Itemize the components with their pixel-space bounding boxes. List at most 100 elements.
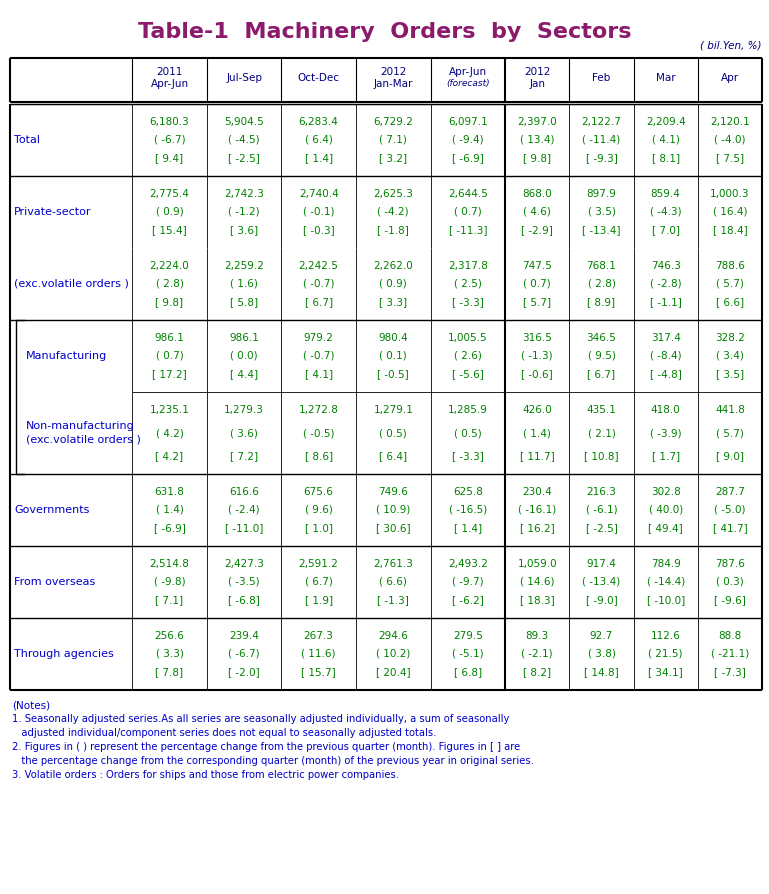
Text: 88.8: 88.8 — [718, 631, 741, 641]
Text: [ 1.4]: [ 1.4] — [305, 153, 333, 163]
Text: ( -0.7): ( -0.7) — [303, 351, 335, 361]
Text: ( 2.8): ( 2.8) — [588, 279, 615, 289]
Text: Feb: Feb — [592, 73, 611, 83]
Text: ( 0.3): ( 0.3) — [716, 577, 744, 587]
Text: ( -5.0): ( -5.0) — [714, 505, 746, 515]
Text: ( 3.4): ( 3.4) — [716, 351, 744, 361]
Text: ( 1.4): ( 1.4) — [155, 505, 184, 515]
Text: 2,120.1: 2,120.1 — [710, 117, 750, 127]
Text: Total: Total — [14, 135, 40, 145]
Text: ( 3.5): ( 3.5) — [588, 207, 615, 217]
Text: [ -1.8]: [ -1.8] — [378, 225, 409, 235]
Text: [ -9.3]: [ -9.3] — [585, 153, 618, 163]
Text: [ 10.8]: [ 10.8] — [584, 451, 619, 461]
Text: 675.6: 675.6 — [304, 487, 334, 497]
Text: [ -6.8]: [ -6.8] — [228, 595, 260, 605]
Text: ( 21.5): ( 21.5) — [648, 649, 683, 659]
Text: ( 9.5): ( 9.5) — [588, 351, 615, 361]
Text: 917.4: 917.4 — [587, 559, 617, 569]
Text: ( 0.7): ( 0.7) — [454, 207, 481, 217]
Text: ( -16.5): ( -16.5) — [448, 505, 487, 515]
Text: ( 1.6): ( 1.6) — [230, 279, 258, 289]
Text: 2,644.5: 2,644.5 — [448, 189, 488, 199]
Text: 747.5: 747.5 — [522, 261, 552, 271]
Text: (exc.volatile orders ): (exc.volatile orders ) — [14, 279, 129, 289]
Text: 2012: 2012 — [524, 67, 551, 77]
Text: ( -6.7): ( -6.7) — [154, 135, 185, 145]
Text: ( 3.3): ( 3.3) — [155, 649, 184, 659]
Text: ( -9.4): ( -9.4) — [452, 135, 484, 145]
Text: [ 14.8]: [ 14.8] — [584, 667, 619, 677]
Text: [ -2.9]: [ -2.9] — [521, 225, 553, 235]
Text: [ 34.1]: [ 34.1] — [648, 667, 683, 677]
Text: 216.3: 216.3 — [587, 487, 617, 497]
Text: 267.3: 267.3 — [304, 631, 334, 641]
Text: [ 4.2]: [ 4.2] — [155, 451, 184, 461]
Text: ( 14.6): ( 14.6) — [520, 577, 554, 587]
Text: 788.6: 788.6 — [715, 261, 745, 271]
Text: Apr-Jun: Apr-Jun — [151, 79, 188, 89]
Text: ( bil.Yen, %): ( bil.Yen, %) — [701, 41, 762, 51]
Text: [ 7.2]: [ 7.2] — [230, 451, 258, 461]
Text: 328.2: 328.2 — [715, 333, 745, 343]
Text: Jul-Sep: Jul-Sep — [226, 73, 262, 83]
Text: [ -1.1]: [ -1.1] — [650, 297, 681, 307]
Text: [ 8.9]: [ 8.9] — [588, 297, 615, 307]
Text: [ 11.7]: [ 11.7] — [520, 451, 554, 461]
Text: ( 0.1): ( 0.1) — [379, 351, 407, 361]
Text: 2,397.0: 2,397.0 — [518, 117, 557, 127]
Text: 316.5: 316.5 — [522, 333, 552, 343]
Text: [ 15.7]: [ 15.7] — [301, 667, 336, 677]
Text: ( -0.1): ( -0.1) — [303, 207, 335, 217]
Text: [ 5.8]: [ 5.8] — [230, 297, 258, 307]
Text: [ -2.5]: [ -2.5] — [585, 523, 618, 533]
Text: [ 7.5]: [ 7.5] — [716, 153, 744, 163]
Text: Non-manufacturing: Non-manufacturing — [26, 421, 135, 431]
Text: [ 7.0]: [ 7.0] — [651, 225, 680, 235]
Text: [ -9.0]: [ -9.0] — [585, 595, 618, 605]
Text: 1,059.0: 1,059.0 — [518, 559, 557, 569]
Text: 897.9: 897.9 — [587, 189, 617, 199]
Text: [ 6.4]: [ 6.4] — [379, 451, 408, 461]
Text: [ 3.3]: [ 3.3] — [379, 297, 408, 307]
Text: ( 10.2): ( 10.2) — [376, 649, 411, 659]
Text: ( -21.1): ( -21.1) — [711, 649, 749, 659]
Text: [ 8.2]: [ 8.2] — [523, 667, 551, 677]
Text: ( -1.3): ( -1.3) — [521, 351, 553, 361]
Text: 294.6: 294.6 — [378, 631, 408, 641]
Text: ( 2.5): ( 2.5) — [454, 279, 481, 289]
Text: ( -4.0): ( -4.0) — [714, 135, 746, 145]
Text: 2,209.4: 2,209.4 — [646, 117, 685, 127]
Text: 2,259.2: 2,259.2 — [224, 261, 264, 271]
Text: adjusted individual/component series does not equal to seasonally adjusted total: adjusted individual/component series doe… — [12, 728, 436, 738]
Text: 6,729.2: 6,729.2 — [373, 117, 413, 127]
Text: [ 6.8]: [ 6.8] — [454, 667, 482, 677]
Text: ( -4.5): ( -4.5) — [228, 135, 260, 145]
Text: [ 41.7]: [ 41.7] — [713, 523, 747, 533]
Text: [ 16.2]: [ 16.2] — [520, 523, 554, 533]
Text: ( 6.6): ( 6.6) — [379, 577, 408, 587]
Text: 1,005.5: 1,005.5 — [448, 333, 488, 343]
Text: [ -4.8]: [ -4.8] — [650, 369, 681, 379]
Text: ( -3.5): ( -3.5) — [228, 577, 260, 587]
Text: 6,283.4: 6,283.4 — [298, 117, 338, 127]
Text: 2,317.8: 2,317.8 — [448, 261, 488, 271]
Text: [ 17.2]: [ 17.2] — [152, 369, 187, 379]
Text: [ -0.5]: [ -0.5] — [378, 369, 409, 379]
Text: [ 9.8]: [ 9.8] — [155, 297, 184, 307]
Text: ( 7.1): ( 7.1) — [379, 135, 408, 145]
Text: ( -14.4): ( -14.4) — [647, 577, 684, 587]
Text: 1,235.1: 1,235.1 — [150, 405, 189, 415]
Text: 631.8: 631.8 — [155, 487, 185, 497]
Text: [ -7.3]: [ -7.3] — [714, 667, 746, 677]
Text: ( 2.6): ( 2.6) — [454, 351, 481, 361]
Text: ( -2.1): ( -2.1) — [521, 649, 553, 659]
Text: [ 1.0]: [ 1.0] — [305, 523, 333, 533]
Text: ( 4.1): ( 4.1) — [652, 135, 680, 145]
Text: 302.8: 302.8 — [651, 487, 681, 497]
Text: [ 1.9]: [ 1.9] — [305, 595, 333, 605]
Text: [ 9.4]: [ 9.4] — [155, 153, 184, 163]
Text: Apr-Jun: Apr-Jun — [449, 67, 487, 77]
Text: 868.0: 868.0 — [522, 189, 552, 199]
Text: 2,591.2: 2,591.2 — [298, 559, 338, 569]
